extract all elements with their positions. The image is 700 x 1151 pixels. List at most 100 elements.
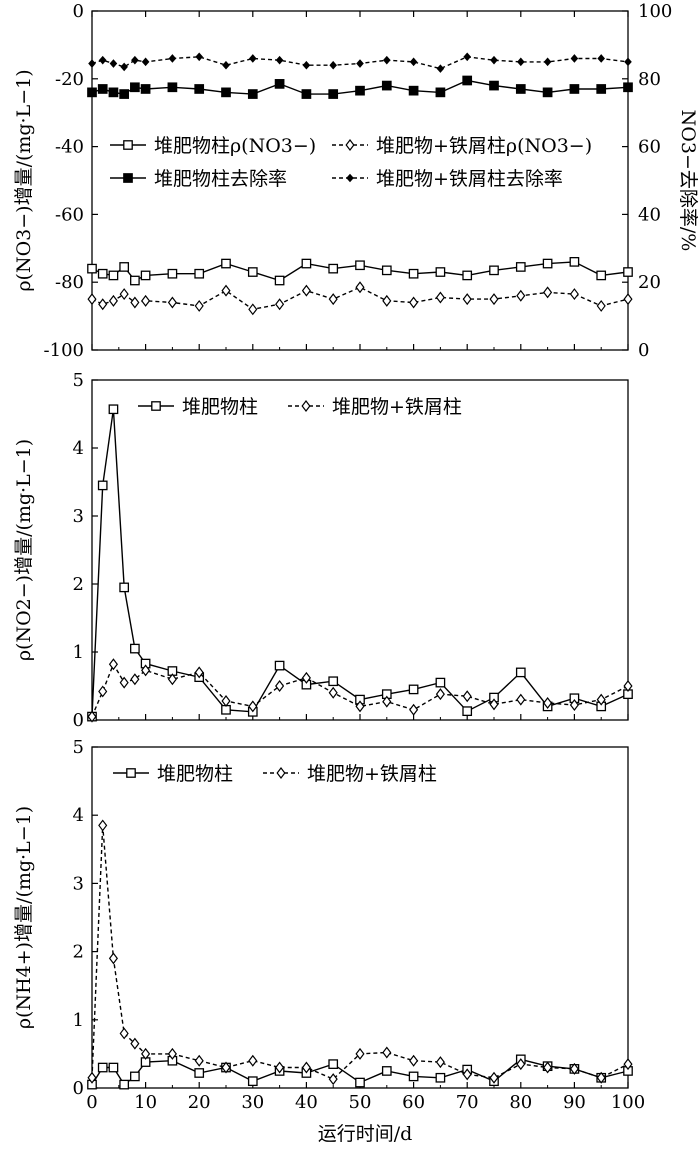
data-point: [108, 658, 118, 671]
data-point: [130, 275, 140, 286]
data-point: [542, 258, 553, 269]
data-point: [409, 296, 419, 309]
data-point: [221, 1061, 231, 1074]
data-point: [596, 693, 606, 706]
data-point: [489, 265, 499, 276]
data-point: [382, 294, 392, 307]
legend-marker: [301, 400, 311, 412]
legend-marker: [123, 140, 133, 150]
legend-item: 堆肥物柱: [138, 396, 258, 418]
data-point: [542, 87, 553, 98]
data-point: [328, 1073, 338, 1086]
data-point: [516, 693, 526, 706]
data-point: [381, 80, 392, 91]
x-tick-label: 0: [86, 1092, 97, 1113]
legend-item: 堆肥物+铁屑柱: [288, 396, 462, 418]
data-point: [489, 698, 499, 711]
y-tick-label: -60: [55, 204, 84, 225]
data-point: [435, 291, 445, 304]
data-point: [87, 1071, 97, 1084]
data-point: [108, 87, 119, 98]
data-point: [355, 85, 365, 96]
data-point: [623, 82, 633, 93]
data-point: [435, 677, 446, 688]
legend-label: 堆肥物柱去除率: [154, 168, 287, 190]
data-point: [194, 666, 204, 679]
data-point: [274, 79, 285, 89]
data-point: [543, 697, 553, 709]
y2-tick-label: 80: [638, 69, 661, 90]
data-point: [248, 1054, 258, 1067]
data-point: [98, 55, 107, 65]
data-point: [119, 676, 129, 689]
legend-label: 堆肥物+铁屑柱去除率: [376, 168, 563, 190]
data-point: [462, 293, 472, 306]
data-point: [97, 480, 108, 491]
data-point: [141, 294, 151, 307]
data-point: [87, 710, 97, 723]
data-point: [247, 267, 258, 277]
data-point: [167, 296, 177, 309]
data-point: [130, 1037, 140, 1050]
x-tick-label: 30: [241, 1092, 264, 1113]
data-point: [108, 294, 118, 307]
legend-marker: [151, 401, 161, 411]
data-point: [597, 54, 606, 63]
data-point: [168, 54, 177, 63]
y2-tick-label: 40: [638, 204, 661, 225]
plot-frame: [91, 746, 629, 1089]
data-point: [489, 80, 499, 91]
data-point: [97, 1062, 108, 1073]
data-point: [463, 52, 472, 62]
y2-axis-label: NO3−去除率/%: [677, 110, 699, 252]
legend-label: 堆肥物柱: [182, 396, 258, 418]
data-point: [435, 87, 446, 98]
data-point: [490, 55, 498, 65]
data-point: [381, 1066, 392, 1076]
data-point: [119, 262, 130, 272]
y2-tick-label: 20: [638, 272, 661, 293]
series-1: [87, 1054, 633, 1090]
y-tick-label: 0: [73, 710, 84, 731]
data-point: [355, 260, 365, 271]
chart-panel-2: 5 4 3 2 1 0 ρ(NO2−)增量/(mg·L−1) 堆肥物柱 堆肥物+铁屑柱: [13, 370, 633, 731]
data-point: [462, 270, 473, 281]
data-point: [119, 1079, 130, 1090]
data-point: [301, 89, 312, 99]
data-point: [120, 62, 128, 72]
y-axis-label: ρ(NH4+)增量/(mg·L−1): [13, 806, 35, 1029]
data-point: [409, 703, 419, 716]
series-2: [87, 281, 633, 316]
legend-item: 堆肥物+铁屑柱: [263, 763, 437, 785]
legend-item: 堆肥物柱ρ(NO3−): [110, 135, 316, 157]
data-point: [355, 700, 365, 713]
data-point: [108, 952, 118, 965]
data-point: [382, 1046, 392, 1059]
x-tick-label: 60: [402, 1092, 425, 1113]
legend-item: 堆肥物+铁屑柱去除率: [332, 168, 563, 190]
series-1: [87, 404, 633, 722]
data-point: [515, 667, 526, 678]
data-point: [248, 700, 258, 713]
legend-item: 堆肥物柱: [113, 763, 233, 785]
data-point: [408, 1071, 419, 1082]
data-point: [248, 303, 258, 316]
x-axis-label: 运行时间/d: [318, 1123, 413, 1145]
data-point: [409, 1054, 419, 1067]
data-point: [569, 84, 580, 94]
y-tick-label: 5: [73, 737, 84, 758]
data-point: [596, 299, 606, 312]
data-point: [141, 664, 151, 677]
data-point: [623, 1058, 633, 1071]
data-point: [98, 819, 108, 832]
data-point: [130, 82, 140, 93]
data-point: [131, 55, 139, 65]
data-point: [569, 1062, 579, 1075]
data-point: [301, 671, 311, 684]
data-point: [462, 1068, 472, 1081]
chart-panel-1: 0 -20 -40 -60 -80 -100 100 80 60 40 20 0 ρ(NO3−)增量/(…: [13, 1, 699, 361]
data-point: [569, 288, 579, 301]
y-tick-label: -40: [55, 137, 84, 158]
data-point: [624, 57, 632, 67]
